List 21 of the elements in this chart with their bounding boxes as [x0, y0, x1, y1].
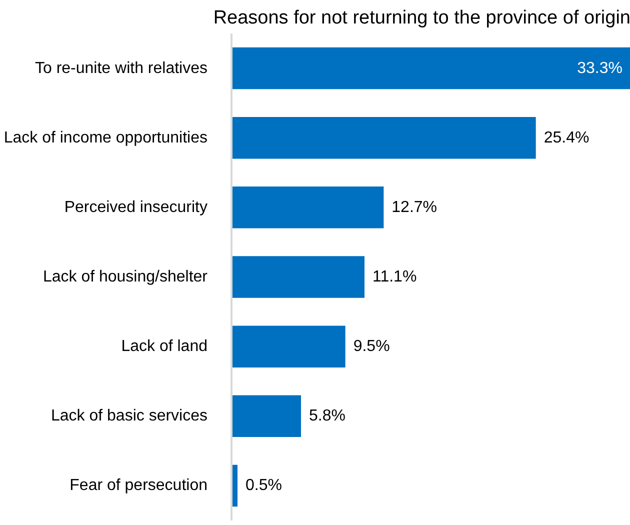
data-label: 12.7% [392, 198, 438, 216]
bar [232, 256, 364, 298]
y-tick-label: Lack of basic services [50, 408, 208, 425]
chart-title: Reasons for not returning to the province of origin [213, 8, 630, 28]
y-tick-label: Fear of persecution [70, 477, 208, 494]
y-tick-label: To re-unite with relatives [34, 60, 208, 77]
y-tick-label: Perceived insecurity [64, 198, 208, 216]
data-label: 9.5% [353, 338, 390, 356]
data-label: 33.3% [577, 60, 623, 77]
data-label: 5.8% [308, 408, 346, 425]
bar [232, 186, 384, 228]
data-label: 11.1% [372, 268, 417, 286]
y-tick-label: Lack of land [121, 338, 208, 356]
bar [232, 326, 346, 368]
bar [232, 395, 301, 438]
bar [232, 47, 630, 90]
y-tick-label: Lack of housing/shelter [42, 268, 208, 286]
y-tick-label: Lack of income opportunities [4, 129, 208, 146]
data-label: 25.4% [544, 129, 590, 146]
data-label: 0.5% [245, 477, 282, 494]
bar [232, 116, 536, 159]
